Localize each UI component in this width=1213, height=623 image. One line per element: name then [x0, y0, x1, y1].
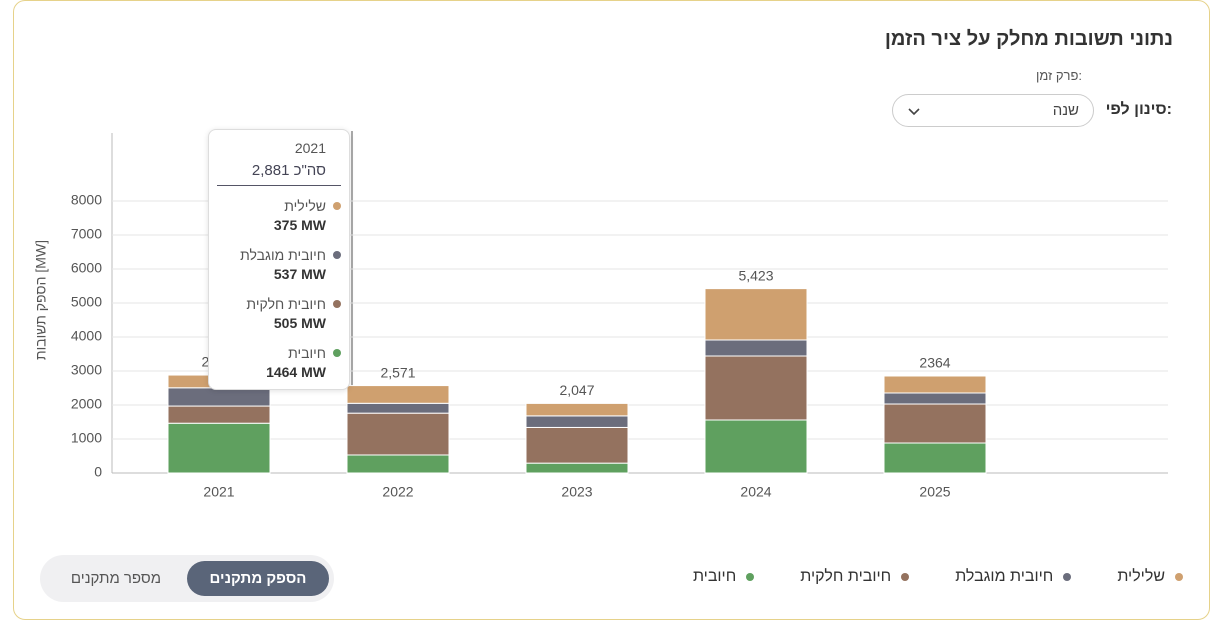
tooltip-value: 505 MW: [273, 315, 326, 331]
y-tick-label: 0: [94, 464, 102, 480]
tooltip-value: 1464 MW: [266, 364, 326, 380]
legend-item: חיובית מוגבלת: [955, 568, 1072, 586]
x-tick-label: 2021: [203, 484, 234, 500]
bar-segment: [525, 402, 629, 417]
bar-segment: [525, 426, 629, 464]
x-tick-label: 2024: [740, 484, 771, 500]
tooltip-title: 2021: [294, 140, 326, 156]
tooltip-dot: [333, 251, 341, 259]
y-tick-label: 2000: [71, 396, 102, 412]
tooltip: 2021 סה"כ 2,881 שלילית 375 MW חיובית מוגבל…: [208, 129, 350, 390]
total-label: 2364: [919, 355, 950, 371]
legend-swatch: [746, 573, 755, 581]
legend-swatch: [1063, 573, 1072, 581]
total-label: 2,047: [559, 382, 594, 398]
legend-label: חיובית: [692, 568, 737, 585]
y-tick-label: 3000: [71, 362, 102, 378]
filter-select[interactable]: שנה: [892, 94, 1094, 127]
filter-label: סינון לפי:: [1105, 101, 1172, 118]
tooltip-dot: [333, 202, 341, 210]
tooltip-value: 375 MW: [273, 217, 326, 233]
bar-segment: [167, 405, 271, 424]
legend-item: חיובית חלקית: [800, 568, 910, 586]
tooltip-dot: [333, 349, 341, 357]
x-tick-label: 2023: [561, 484, 592, 500]
bar-segment: [883, 392, 987, 405]
bar-segment: [167, 387, 271, 407]
bar-segment: [346, 454, 450, 474]
bar-segment: [525, 462, 629, 474]
tooltip-value: 537 MW: [273, 266, 326, 282]
x-tick-label: 2025: [919, 484, 950, 500]
y-tick-label: 6000: [71, 260, 102, 276]
toggle-inactive[interactable]: מספר מתקנים: [70, 570, 162, 587]
bar-segment: [883, 442, 987, 474]
legend-item: שלילית: [1117, 568, 1183, 586]
bar-segment: [883, 403, 987, 444]
tooltip-series-name: חיובית מוגבלת: [240, 247, 326, 263]
chevron: [908, 108, 920, 116]
tooltip-separator: [217, 185, 341, 186]
legend-swatch: [1175, 573, 1183, 581]
tooltip-total: סה"כ 2,881: [251, 162, 326, 179]
legend-label: חיובית מוגבלת: [955, 568, 1054, 585]
total-label: 5,423: [738, 267, 773, 283]
total-label: 2,571: [380, 364, 415, 380]
y-tick-label: 8000: [71, 192, 102, 208]
y-tick-label: 4000: [71, 328, 102, 344]
bar-segment: [525, 415, 629, 428]
bar-segment: [346, 385, 450, 404]
bar-segment: [346, 402, 450, 414]
toggle-active[interactable]: הספק מתקנים: [187, 561, 329, 596]
tooltip-series-name: שלילית: [284, 198, 326, 214]
legend-label: שלילית: [1117, 568, 1165, 585]
toggle: הספק מתקנים מספר מתקנים: [40, 555, 334, 602]
bar-segment: [704, 355, 808, 421]
bar-segment: [883, 375, 987, 394]
y-tick-label: 1000: [71, 430, 102, 446]
bar-segment: [167, 422, 271, 474]
y-tick-label: 7000: [71, 226, 102, 242]
tooltip-dot: [333, 300, 341, 308]
card: [13, 0, 1210, 620]
bar-segment: [346, 412, 450, 456]
period-label: פרק זמן:: [1035, 68, 1082, 83]
legend-item: חיובית: [692, 568, 755, 586]
bar-segment: [704, 288, 808, 341]
x-tick-label: 2022: [382, 484, 413, 500]
tooltip-series-name: חיובית: [288, 345, 326, 361]
y-tick-label: 5000: [71, 294, 102, 310]
tooltip-series-name: חיובית חלקית: [246, 296, 326, 312]
bar-segment: [704, 339, 808, 357]
y-axis-label: הספק תשובות [MW]: [33, 240, 49, 360]
bar-segment: [704, 419, 808, 474]
legend-label: חיובית חלקית: [800, 568, 892, 585]
legend: שלילית חיובית מוגבלת חיובית חלקית חיובית: [693, 568, 1183, 586]
title: נתוני תשובות מחלק על ציר הזמן: [884, 28, 1173, 50]
legend-swatch: [901, 573, 910, 581]
filter-value: שנה: [1052, 102, 1079, 119]
